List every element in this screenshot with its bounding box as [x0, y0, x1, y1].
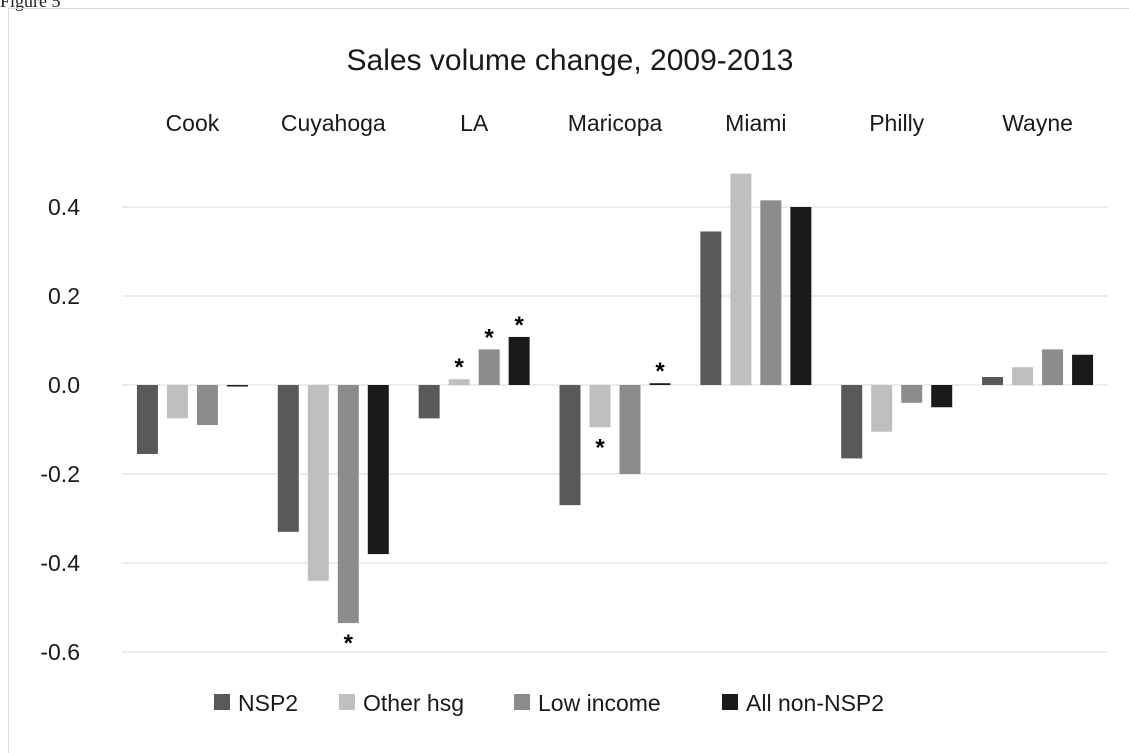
significance-markers: * * * * * * — [344, 312, 666, 657]
significance-star: * — [514, 312, 524, 339]
bar — [367, 385, 389, 555]
bar — [700, 231, 722, 385]
y-tick-label: -0.2 — [40, 461, 80, 487]
bar — [1012, 367, 1034, 385]
bar — [589, 385, 611, 428]
category-label: Philly — [869, 110, 924, 136]
bar — [226, 385, 248, 387]
bar — [871, 385, 893, 432]
bar — [931, 385, 953, 408]
bar — [649, 383, 671, 385]
bar — [277, 385, 299, 532]
significance-star: * — [655, 358, 665, 385]
bar — [1072, 354, 1094, 385]
legend-swatch — [514, 694, 530, 710]
gridlines — [122, 206, 1108, 653]
y-tick-label: 0.0 — [48, 372, 80, 398]
legend-label: NSP2 — [238, 690, 298, 716]
category-label: Wayne — [1002, 110, 1073, 136]
significance-star: * — [595, 434, 605, 461]
bar — [901, 385, 923, 403]
legend-label: All non-NSP2 — [746, 690, 884, 716]
significance-star: * — [484, 324, 494, 351]
bar — [559, 385, 581, 506]
bar — [136, 385, 158, 454]
legend-swatch — [214, 694, 230, 710]
significance-star: * — [454, 354, 464, 381]
category-label: LA — [460, 110, 489, 136]
chart-title: Sales volume change, 2009-2013 — [347, 44, 794, 77]
figure-label: Figure 5 — [0, 0, 61, 11]
y-tick-label: 0.2 — [48, 283, 80, 309]
chart-frame — [8, 8, 1129, 753]
bar — [982, 376, 1004, 385]
legend-label: Other hsg — [363, 690, 464, 716]
bar — [508, 336, 530, 385]
bar — [418, 385, 440, 419]
bar — [337, 385, 359, 624]
category-label: Cuyahoga — [281, 110, 386, 136]
bar — [196, 385, 218, 426]
significance-star: * — [344, 630, 354, 657]
category-labels: Cook Cuyahoga LA Maricopa Miami Philly Wayne — [166, 110, 1073, 136]
legend: NSP2 Other hsg Low income All non-NSP2 — [214, 690, 884, 716]
bar — [166, 385, 188, 419]
category-label: Maricopa — [568, 110, 663, 136]
bar — [619, 385, 641, 474]
bar — [1042, 349, 1064, 385]
y-tick-label: 0.4 — [48, 194, 80, 220]
category-label: Miami — [725, 110, 786, 136]
bar — [478, 349, 500, 385]
y-tick-label: -0.6 — [40, 639, 80, 665]
legend-label: Low income — [538, 690, 661, 716]
category-label: Cook — [166, 110, 220, 136]
bar — [760, 200, 782, 385]
bar — [448, 379, 470, 385]
y-axis-ticks: -0.6 -0.4 -0.2 0.0 0.2 0.4 — [40, 194, 80, 665]
bar — [307, 385, 329, 581]
y-tick-label: -0.4 — [40, 550, 80, 576]
bar — [841, 385, 863, 459]
bars — [136, 173, 1094, 624]
legend-swatch — [722, 694, 738, 710]
bar — [730, 173, 752, 385]
bar — [790, 207, 812, 385]
legend-swatch — [339, 694, 355, 710]
